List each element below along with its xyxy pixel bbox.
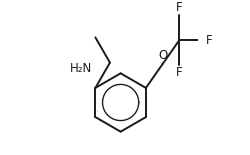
Text: F: F — [176, 1, 183, 14]
Text: F: F — [206, 34, 212, 47]
Text: H₂N: H₂N — [70, 62, 92, 75]
Text: O: O — [158, 49, 167, 62]
Text: F: F — [176, 66, 183, 79]
